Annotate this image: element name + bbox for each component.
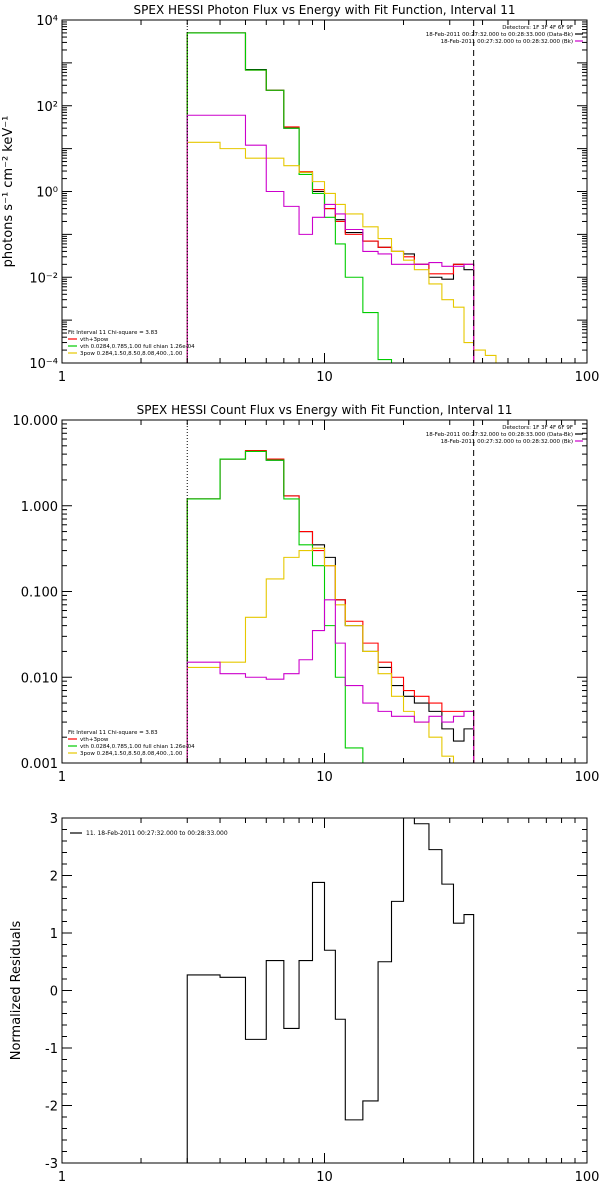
series-line-5 <box>186 599 475 763</box>
series-line-1 <box>186 818 475 1163</box>
chart-title: SPEX HESSI Count Flux vs Energy with Fit… <box>137 403 513 417</box>
legend-bottom-left-entry: vth+3pow <box>80 337 109 343</box>
series-line-2 <box>186 32 475 363</box>
legend-bottom-left-entry: vth 0.0284,0.785,1.00 full chian 1.26e-0… <box>80 744 195 750</box>
series-group <box>186 32 506 363</box>
chart-title: SPEX HESSI Photon Flux vs Energy with Fi… <box>134 3 516 17</box>
series-line-4 <box>186 141 506 363</box>
series-line-1 <box>186 32 475 363</box>
x-tick-label: 10 <box>316 1170 333 1185</box>
series-group <box>186 450 475 763</box>
series-line-4 <box>186 547 474 763</box>
x-tick-label: 10 <box>316 370 333 385</box>
y-axis-label: photons s⁻¹ cm⁻² keV⁻¹ <box>1 116 16 268</box>
legend-top-right-entry: Detectors: 1F 3F 4F 6F 9F <box>502 425 573 431</box>
legend-top-left-entry: 11. 18-Feb-2011 00:27:32.000 to 00:28:33… <box>86 830 228 837</box>
legend-bottom-left-entry: 3pow 0.284,1.50,8.50,8.08,400.,1.00 <box>80 751 183 757</box>
series-group <box>186 818 475 1163</box>
y-tick-label: 10⁴ <box>36 14 58 29</box>
x-tick-label: 100 <box>575 370 600 385</box>
legend-top-right-entry: 18-Feb-2011 00:27:32.000 to 00:28:33.000… <box>426 432 573 438</box>
legend-bottom-left-entry: 3pow 0.284,1.50,8.50,8.08,400.,1.00 <box>80 351 183 357</box>
series-line-3 <box>186 32 474 363</box>
legend-bottom-left-entry: Fit Interval 11 Chi-square = 3.83 <box>68 730 158 736</box>
y-tick-label: -2 <box>45 1100 58 1115</box>
x-tick-label: 100 <box>575 1170 600 1185</box>
y-tick-label: 10.000 <box>13 414 59 429</box>
y-tick-label: -1 <box>45 1042 58 1057</box>
legend-bottom-left-entry: vth 0.0284,0.785,1.00 full chian 1.26e-0… <box>80 344 195 350</box>
plot-frame <box>61 817 588 1164</box>
plot-panel-1 <box>61 19 588 364</box>
plot-panel-2 <box>61 419 588 764</box>
y-axis-label: Normalized Residuals <box>9 921 24 1061</box>
plot-panel-3 <box>61 817 588 1164</box>
x-tick-label: 100 <box>575 770 600 785</box>
x-tick-label: 1 <box>58 770 66 785</box>
y-tick-label: -3 <box>45 1157 58 1172</box>
y-tick-label: 10⁻² <box>29 271 58 286</box>
series-line-5 <box>186 114 475 363</box>
y-tick-label: 3 <box>50 812 58 827</box>
y-tick-label: 2 <box>50 870 58 885</box>
y-tick-label: 0.010 <box>21 671 58 686</box>
legend-top-right-entry: Detectors: 1F 3F 4F 6F 9F <box>502 25 573 31</box>
y-tick-label: 10⁻⁴ <box>29 357 58 372</box>
legend-bottom-left-entry: vth+3pow <box>80 737 109 743</box>
legend-top-right-entry: 18-Feb-2011 00:27:32.000 to 00:28:33.000… <box>426 32 573 38</box>
x-tick-label: 1 <box>58 370 66 385</box>
legend-top-right-entry: 18-Feb-2011 00:27:32.000 to 00:28:32.000… <box>441 439 573 445</box>
y-tick-label: 10² <box>36 100 58 115</box>
y-tick-label: 10⁰ <box>36 186 58 201</box>
y-tick-label: 1 <box>50 927 58 942</box>
y-tick-label: 1.000 <box>21 500 58 515</box>
x-tick-label: 10 <box>316 770 333 785</box>
x-tick-label: 1 <box>58 1170 66 1185</box>
legend-bottom-left-entry: Fit Interval 11 Chi-square = 3.83 <box>68 330 158 336</box>
y-tick-label: 0.001 <box>21 757 58 772</box>
y-tick-label: 0 <box>50 985 58 1000</box>
y-tick-label: 0.100 <box>21 586 58 601</box>
legend-top-right-entry: 18-Feb-2011 00:27:32.000 to 00:28:32.000… <box>441 39 573 45</box>
